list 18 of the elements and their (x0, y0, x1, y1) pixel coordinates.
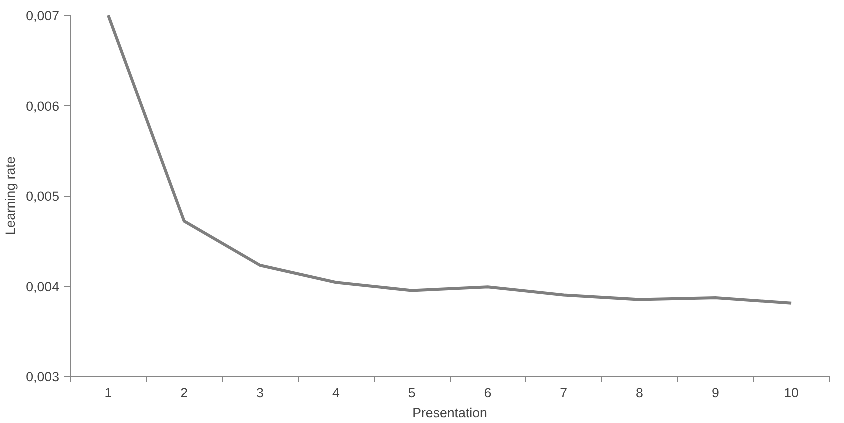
x-tick-label: 9 (712, 386, 720, 400)
y-tick-label: 0,005 (26, 189, 60, 204)
x-tick-label: 7 (560, 386, 568, 400)
y-tick-label: 0,004 (26, 279, 60, 294)
x-tick-label: 3 (256, 386, 264, 400)
x-tick-label: 8 (636, 386, 644, 400)
x-tick-label: 4 (332, 386, 340, 400)
x-tick-label: 10 (784, 386, 799, 400)
x-tick-label: 1 (104, 386, 112, 400)
x-tick-label: 2 (180, 386, 188, 400)
y-axis-title: Learning rate (3, 156, 18, 236)
y-tick-label: 0,006 (26, 98, 60, 114)
x-tick-label: 6 (484, 386, 492, 400)
y-tick-label: 0,007 (26, 8, 60, 24)
x-axis-title: Presentation (412, 406, 488, 420)
x-tick-label: 5 (408, 386, 416, 400)
y-tick-label: 0,003 (26, 370, 60, 384)
line-series (106, 16, 794, 305)
